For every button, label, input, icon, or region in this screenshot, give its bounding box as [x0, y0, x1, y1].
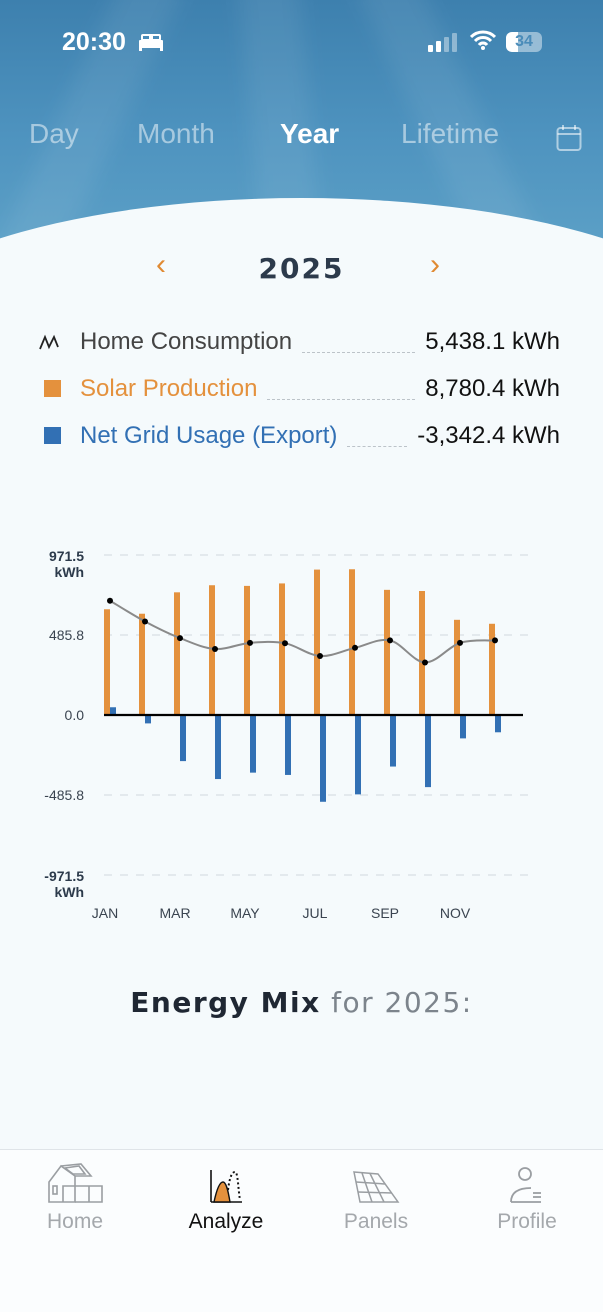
x-tick-label: JAN [92, 905, 118, 921]
analyze-chart-icon [210, 1170, 242, 1203]
x-tick-label: MAY [230, 905, 260, 921]
legend-label: Home Consumption [80, 327, 293, 355]
grid-bar [250, 715, 256, 773]
energy-mix-subtitle: for 2025: [331, 986, 473, 1019]
legend-label: Net Grid Usage (Export) [80, 421, 338, 449]
consumption-point [177, 635, 183, 642]
next-year-button[interactable]: › [430, 248, 440, 281]
y-tick-label: 0.0 [65, 707, 85, 723]
solar-bar [104, 609, 110, 715]
bottom-tab-bar: Home Analyze Panels Profile [0, 1149, 603, 1312]
calendar-icon[interactable] [556, 124, 582, 152]
solar-bar [174, 592, 180, 715]
y-tick-unit: kWh [54, 564, 84, 580]
battery-level: 34 [515, 33, 533, 50]
header-background [0, 0, 603, 300]
y-tick-label: 971.5 [49, 548, 84, 564]
solar-bar [489, 623, 495, 715]
legend-home-consumption: Home Consumption 5,438.1 kWh [38, 318, 560, 365]
tab-panels[interactable]: Panels [301, 1160, 451, 1234]
consumption-point [492, 637, 498, 644]
legend-net-grid-usage: Net Grid Usage (Export) -3,342.4 kWh [38, 412, 560, 459]
house-solar-icon [48, 1163, 103, 1203]
consumption-point [247, 639, 253, 646]
tab-label: Profile [497, 1210, 557, 1233]
legend-value: 8,780.4 kWh [425, 374, 560, 402]
x-tick-label: MAR [159, 905, 190, 921]
consumption-line [109, 599, 496, 664]
solar-bar [139, 613, 145, 715]
tab-profile[interactable]: Profile [452, 1160, 602, 1234]
profile-icon [510, 1167, 541, 1203]
grid-bar [145, 715, 151, 724]
solar-swatch-icon [44, 380, 61, 397]
consumption-point [212, 645, 218, 652]
solar-bar [454, 619, 460, 715]
legend-value: 5,438.1 kWh [425, 327, 560, 355]
tab-month[interactable]: Month [137, 118, 215, 149]
solar-bar [419, 590, 425, 715]
y-tick-unit: kWh [54, 884, 84, 900]
signal-icon [428, 33, 457, 52]
solar-bar [279, 583, 285, 715]
grid-bar [390, 715, 396, 767]
consumption-point [317, 653, 323, 660]
energy-mix-title: Energy Mix [130, 986, 321, 1019]
tab-lifetime[interactable]: Lifetime [401, 118, 500, 149]
grid-bar [495, 715, 501, 733]
solar-panel-icon [353, 1171, 400, 1203]
status-bar: 20:30 34 [0, 28, 603, 58]
grid-bar [460, 715, 466, 739]
solar-bar [314, 569, 320, 715]
consumption-point [107, 597, 113, 604]
consumption-point [352, 644, 358, 651]
grid-bar [215, 715, 221, 780]
tab-label: Analyze [188, 1210, 264, 1233]
tab-home[interactable]: Home [0, 1160, 150, 1234]
y-tick-label: -485.8 [44, 787, 84, 803]
x-tick-label: NOV [440, 905, 471, 921]
tab-label: Panels [343, 1210, 409, 1233]
wifi-icon [470, 30, 496, 50]
grid-bar [180, 715, 186, 762]
x-tick-label: JUL [303, 905, 328, 921]
x-tick-label: SEP [371, 905, 399, 921]
solar-bar [244, 585, 250, 715]
consumption-point [422, 659, 428, 666]
tab-year[interactable]: Year [280, 118, 340, 149]
tab-day[interactable]: Day [29, 118, 79, 149]
solar-bar [349, 569, 355, 715]
solar-bar [209, 585, 215, 715]
y-tick-label: 485.8 [49, 627, 84, 643]
bed-icon [139, 34, 163, 51]
prev-year-button[interactable]: ‹ [156, 248, 166, 281]
legend-solar-production: Solar Production 8,780.4 kWh [38, 365, 560, 412]
energy-mix-heading: Energy Mix for 2025: [0, 986, 603, 1019]
period-tabs: Day Month Year Lifetime [0, 118, 603, 158]
consumption-point [142, 618, 148, 625]
legend-label: Solar Production [80, 374, 258, 402]
grid-bar [110, 707, 116, 715]
solar-bar [384, 589, 390, 715]
consumption-point [387, 637, 393, 644]
line-wave-icon [39, 334, 59, 349]
consumption-point [282, 640, 288, 647]
tab-label: Home [46, 1210, 104, 1233]
grid-swatch-icon [44, 427, 61, 444]
grid-bar [285, 715, 291, 775]
y-tick-label: -971.5 [44, 868, 84, 884]
grid-bar [355, 715, 361, 795]
status-time: 20:30 [62, 28, 126, 56]
consumption-point [457, 639, 463, 646]
tab-analyze[interactable]: Analyze [151, 1160, 301, 1234]
battery-icon: 34 [506, 32, 542, 52]
grid-bar [425, 715, 431, 788]
legend: Home Consumption 5,438.1 kWh Solar Produ… [38, 318, 560, 459]
selected-year: 2025 [258, 252, 345, 285]
legend-value: -3,342.4 kWh [417, 421, 560, 449]
grid-bar [320, 715, 326, 802]
